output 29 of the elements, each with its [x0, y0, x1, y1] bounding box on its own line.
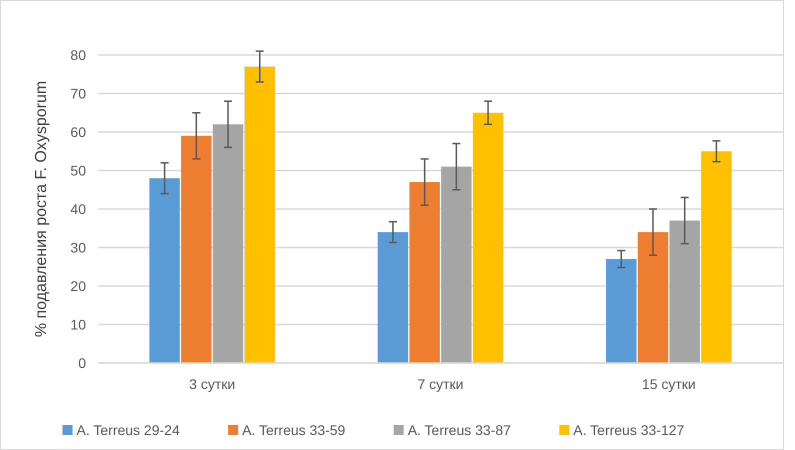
- bar: [181, 136, 212, 363]
- bar: [244, 66, 275, 363]
- legend-label: A. Terreus 29-24: [76, 422, 180, 438]
- bar: [638, 232, 668, 363]
- bar: [606, 259, 636, 363]
- legend-label: A. Terreus 33-59: [242, 422, 346, 438]
- bar: [212, 124, 244, 363]
- bar: [701, 151, 732, 363]
- x-tick-label: 3 сутки: [189, 376, 236, 392]
- y-tick-label: 0: [78, 354, 86, 371]
- y-tick-label: 20: [70, 278, 86, 294]
- legend-label: A. Terreus 33-87: [408, 422, 512, 438]
- x-tick-label: 7 сутки: [417, 376, 464, 392]
- y-tick-label: 80: [70, 46, 86, 63]
- y-tick-label: 60: [70, 124, 86, 140]
- y-tick-label: 30: [70, 239, 86, 256]
- y-tick-label: 50: [70, 162, 86, 178]
- bar: [149, 178, 180, 363]
- bar: [669, 220, 700, 363]
- y-axis-title: % подавления роста F. Oxysporum: [33, 80, 50, 338]
- y-tick-label: 10: [70, 316, 86, 332]
- bar: [409, 182, 440, 363]
- y-tick-label: 40: [70, 200, 86, 217]
- bar: [441, 166, 472, 363]
- bar: [378, 232, 408, 363]
- y-tick-label: 70: [70, 85, 86, 102]
- bar: [472, 112, 504, 363]
- x-tick-label: 15 сутки: [642, 376, 696, 392]
- legend-label: A. Terreus 33-127: [573, 422, 685, 438]
